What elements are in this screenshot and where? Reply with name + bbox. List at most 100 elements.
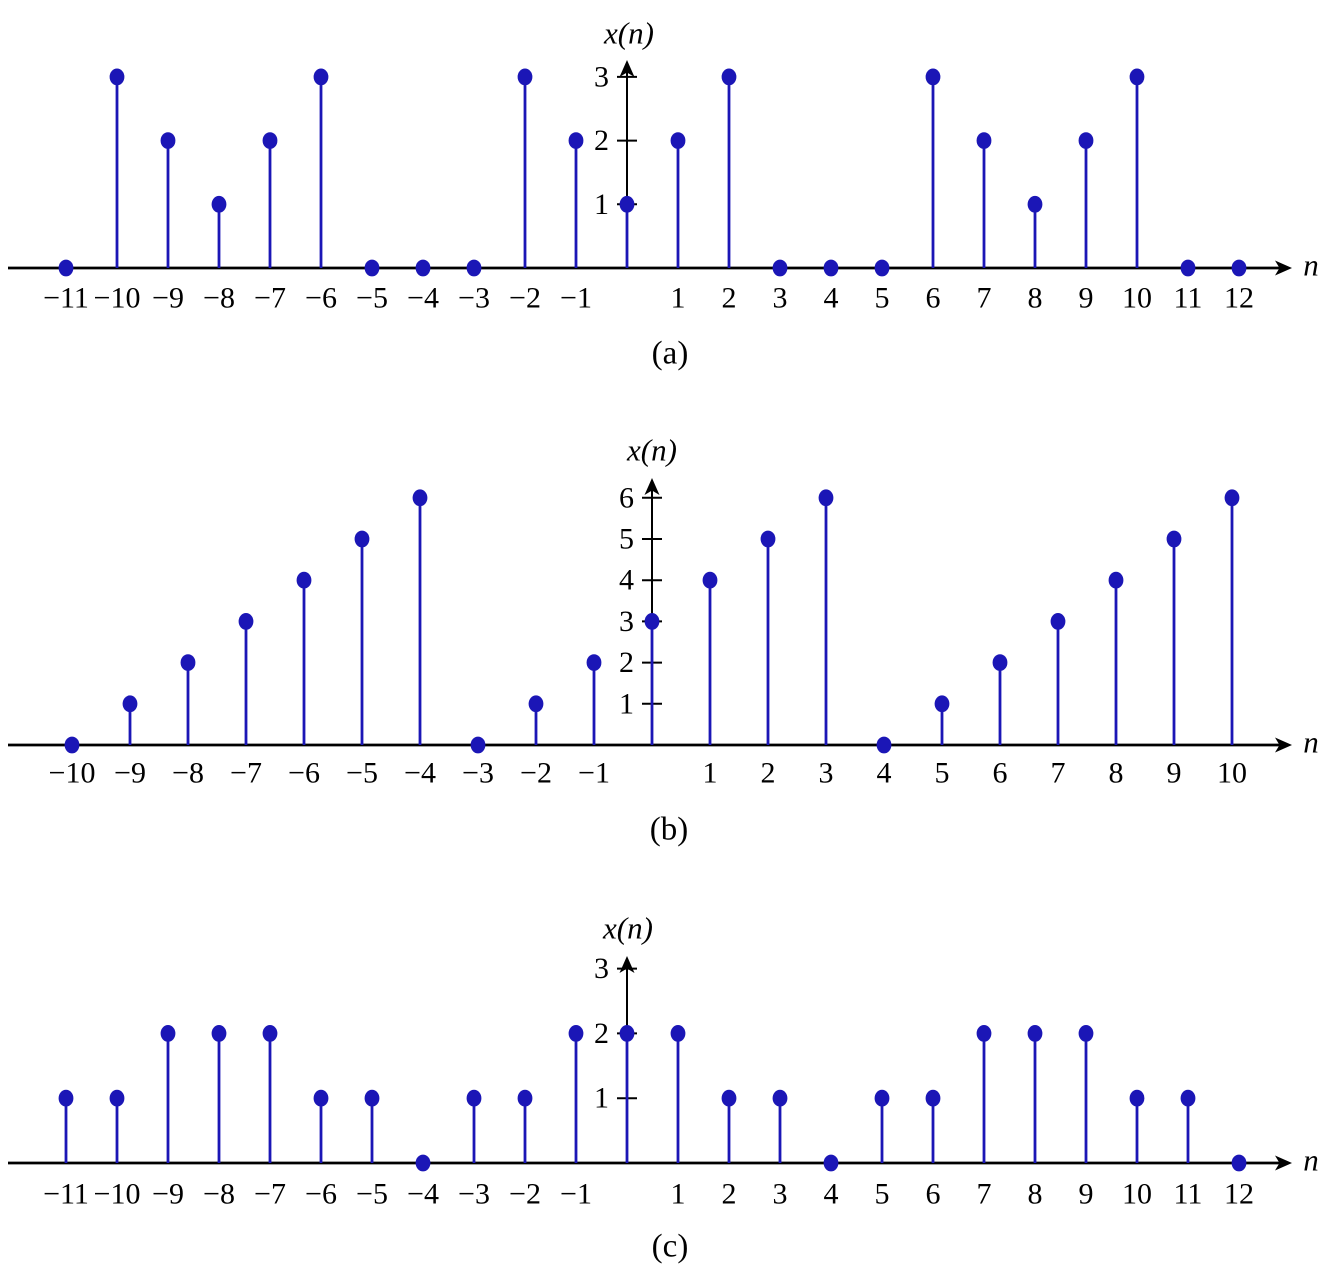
stem-point [874, 1089, 890, 1107]
stem-point [925, 1089, 941, 1107]
y-tick-label: 1 [594, 1082, 609, 1115]
stem-point [823, 259, 839, 277]
x-tick-label: −11 [43, 282, 89, 315]
stem-point [528, 695, 544, 713]
x-tick-label: 5 [875, 1178, 890, 1211]
stem-point [109, 1089, 125, 1107]
y-tick-label: 6 [619, 481, 634, 514]
y-tick-label: 3 [594, 60, 609, 93]
x-tick-label: 7 [977, 282, 992, 315]
x-tick-label: 12 [1224, 1178, 1254, 1211]
x-tick-label: −3 [462, 757, 494, 790]
stem-point [619, 195, 635, 213]
x-tick-label: −5 [356, 282, 388, 315]
stem-point [1231, 259, 1247, 277]
x-tick-label: 8 [1028, 1178, 1043, 1211]
x-tick-label: −3 [458, 282, 490, 315]
x-tick-label: 10 [1217, 757, 1247, 790]
stem-point [1224, 489, 1240, 507]
x-tick-label: −10 [49, 757, 96, 790]
x-axis-arrowhead [1275, 737, 1292, 753]
y-tick-label: 1 [619, 687, 634, 720]
x-tick-label: 8 [1028, 282, 1043, 315]
y-tick-label: 2 [594, 124, 609, 157]
stem-point [934, 695, 950, 713]
stem-plot-c: 123−11 −10 −9 −8 −7 −6 −5 −4 −3 −2 −1 1 2 3 4 5 6 7 8 9 10 11… [8, 952, 1292, 1211]
x-tick-label: 9 [1079, 282, 1094, 315]
stem-point [976, 1025, 992, 1042]
x-axis-arrowhead [1275, 260, 1292, 276]
x-tick-label: −7 [254, 1178, 286, 1211]
stem-point [670, 1025, 686, 1042]
stem-point [415, 259, 431, 277]
stem-point [470, 736, 486, 754]
y-axis-arrowhead [619, 956, 635, 973]
stem-point [1231, 1154, 1247, 1172]
stem-point [466, 1089, 482, 1107]
y-tick-label: 2 [594, 1017, 609, 1050]
stem-point [1027, 1025, 1043, 1042]
stem-point [568, 132, 584, 150]
stem-point [354, 530, 370, 548]
y-tick-label: 3 [594, 952, 609, 985]
x-tick-label: 1 [671, 282, 686, 315]
stem-point [702, 571, 718, 589]
stem-point [313, 1089, 329, 1107]
x-tick-label: −4 [404, 757, 436, 790]
x-tick-label: 2 [761, 757, 776, 790]
y-tick-label: 4 [619, 564, 634, 597]
stem-point [364, 1089, 380, 1107]
stem-point [619, 1025, 635, 1042]
x-tick-label: −3 [458, 1178, 490, 1211]
stem-point [238, 613, 254, 630]
stem-point [58, 259, 74, 277]
x-tick-label: 11 [1174, 282, 1203, 315]
stem-point [517, 1089, 533, 1107]
plot-b-ylabel: x(n) [627, 432, 677, 468]
stem-point [925, 68, 941, 86]
x-tick-label: −5 [356, 1178, 388, 1211]
x-tick-label: 2 [722, 1178, 737, 1211]
stem-point [211, 195, 227, 213]
x-tick-label: 3 [773, 282, 788, 315]
x-tick-label: −8 [203, 282, 235, 315]
plot-a-xlabel: n [1303, 247, 1319, 283]
x-tick-label: 12 [1224, 282, 1254, 315]
stem-point [1027, 195, 1043, 213]
x-tick-label: 2 [722, 282, 737, 315]
x-tick-label: −9 [114, 757, 146, 790]
x-tick-label: 1 [671, 1178, 686, 1211]
plot-b-xlabel: n [1303, 724, 1319, 760]
stem-point [1180, 259, 1196, 277]
x-tick-label: −8 [172, 757, 204, 790]
plot-c-ylabel: x(n) [603, 910, 653, 946]
stem-point [296, 571, 312, 589]
x-tick-label: −1 [578, 757, 610, 790]
stem-point [211, 1025, 227, 1042]
stem-point [823, 1154, 839, 1172]
stem-point [180, 654, 196, 671]
stem-point [818, 489, 834, 507]
x-tick-label: −7 [230, 757, 262, 790]
stem-point [466, 259, 482, 277]
plot-c-xlabel: n [1303, 1142, 1319, 1178]
stem-point [412, 489, 428, 507]
x-axis-arrowhead [1275, 1155, 1292, 1171]
stem-point [364, 259, 380, 277]
stem-point [644, 613, 660, 630]
x-tick-label: −10 [94, 1178, 141, 1211]
x-tick-label: 4 [877, 757, 892, 790]
x-tick-label: −4 [407, 1178, 439, 1211]
x-tick-label: 4 [824, 1178, 839, 1211]
x-tick-label: −4 [407, 282, 439, 315]
stem-point [517, 68, 533, 86]
x-tick-label: 1 [703, 757, 718, 790]
x-tick-label: 9 [1079, 1178, 1094, 1211]
x-tick-label: 6 [926, 1178, 941, 1211]
x-tick-label: 6 [993, 757, 1008, 790]
stem-point [976, 132, 992, 150]
stem-point [1129, 1089, 1145, 1107]
stem-point [568, 1025, 584, 1042]
stem-point [1078, 1025, 1094, 1042]
